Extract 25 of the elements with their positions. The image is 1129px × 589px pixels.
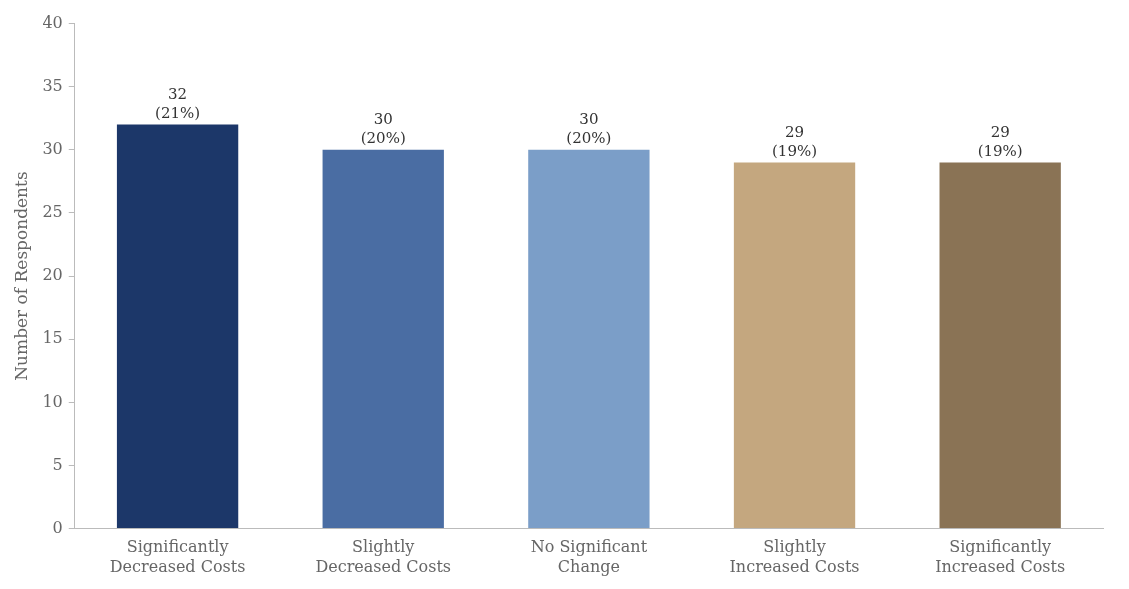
bar: [733, 162, 856, 529]
y-tick-label: 25: [42, 202, 63, 222]
y-tick-label: 15: [42, 328, 63, 348]
x-tick-label: Significantly Increased Costs: [935, 537, 1066, 576]
y-tick-label: 5: [52, 454, 63, 474]
x-tick-label: Significantly Decreased Costs: [109, 537, 246, 576]
y-tick-label: 30: [42, 139, 63, 159]
bar: [939, 162, 1061, 529]
data-label: 30 (20%): [566, 110, 612, 148]
x-tick-label: Slightly Decreased Costs: [315, 537, 452, 576]
y-tick-label: 20: [42, 265, 63, 285]
data-label: 29 (19%): [772, 122, 818, 160]
bar: [116, 124, 239, 529]
data-label: 32 (21%): [155, 84, 201, 122]
y-axis-title: Number of Respondents: [10, 171, 31, 381]
data-label: 29 (19%): [977, 122, 1023, 160]
bar: [322, 149, 444, 529]
x-tick-label: Slightly Increased Costs: [729, 537, 860, 576]
y-tick-label: 35: [42, 75, 63, 95]
y-tick-label: 40: [42, 12, 63, 32]
data-label: 30 (20%): [360, 110, 406, 148]
x-tick-label: No Significant Change: [530, 537, 648, 576]
bar: [528, 149, 650, 529]
y-tick-label: 0: [52, 517, 63, 537]
y-tick-label: 10: [42, 391, 63, 411]
